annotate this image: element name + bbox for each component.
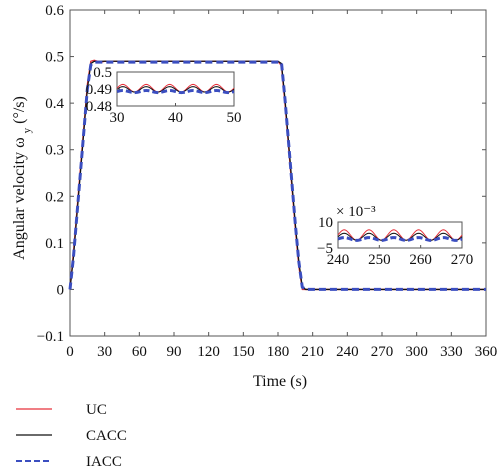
x-tick-label: 360 (475, 344, 498, 360)
series-line-iacc (68, 60, 486, 291)
inset-2: 240 250 260 270 10 −5 × 10⁻³ (317, 204, 473, 268)
inset-x-tick-label: 50 (227, 110, 242, 126)
inset-y-tick-label: 0.5 (93, 65, 112, 81)
inset-y-tick-label: 0.49 (86, 82, 112, 98)
y-axis-label: Angular velocity ω y (°/s) (11, 96, 34, 260)
legend-label-uc: UC (86, 402, 107, 418)
plot-frame (69, 9, 487, 337)
inset-x-tick-label: 240 (327, 252, 350, 268)
inset-1: 30 40 50 0.50.490.48 (86, 65, 242, 126)
inset-x-tick-label: 270 (451, 252, 474, 268)
y-tick-label: 0.4 (45, 96, 64, 112)
x-tick-label: 0 (66, 344, 74, 360)
y-axis-label-group: Angular velocity ω y (°/s) (11, 96, 34, 260)
inset-scale-label: × 10⁻³ (336, 204, 376, 220)
y-axis-label-main: Angular velocity ω (11, 137, 28, 260)
inset-series-line-iacc (116, 89, 235, 95)
inset-series-line-iacc (337, 236, 463, 242)
inset-x-tick-label: 40 (168, 110, 183, 126)
y-tick-label: 0.6 (45, 3, 64, 19)
x-tick-label: 270 (371, 344, 394, 360)
y-tick-label: 0.3 (45, 143, 64, 159)
legend-label-cacc: CACC (86, 428, 127, 444)
y-tick-label: 0.2 (45, 189, 64, 205)
x-tick-label: 150 (232, 344, 255, 360)
legend-label-iacc: IACC (86, 454, 122, 470)
inset-y-tick-label: 0.48 (86, 99, 112, 115)
y-tick-label: 0.5 (45, 50, 64, 66)
x-tick-label: 180 (267, 344, 290, 360)
x-tick-label: 330 (440, 344, 463, 360)
inset-x-tick-label: 260 (409, 252, 432, 268)
y-tick-label: 0.1 (45, 236, 64, 252)
x-tick-label: 120 (197, 344, 220, 360)
inset-x-tick-label: 30 (110, 110, 125, 126)
main-plot: 0 30 60 90 120 150 180 210 240 270 300 330 360−0.100… (37, 3, 497, 360)
inset-x-tick-label: 250 (368, 252, 391, 268)
y-tick-label: 0 (57, 282, 65, 298)
x-tick-label: 300 (405, 344, 428, 360)
x-tick-label: 90 (167, 344, 182, 360)
x-tick-label: 60 (132, 344, 147, 360)
y-tick-label: −0.1 (37, 329, 64, 345)
inset-y-tick-label: −5 (317, 241, 333, 257)
inset-y-tick-label: 10 (318, 215, 333, 231)
x-tick-label: 210 (301, 344, 324, 360)
x-tick-label: 30 (97, 344, 112, 360)
x-axis-label: Time (s) (253, 373, 307, 390)
y-axis-label-subscript: y (21, 127, 33, 133)
y-axis-label-unit: (°/s) (11, 96, 28, 124)
legend: UC CACC IACC (16, 402, 127, 470)
x-tick-label: 240 (336, 344, 359, 360)
